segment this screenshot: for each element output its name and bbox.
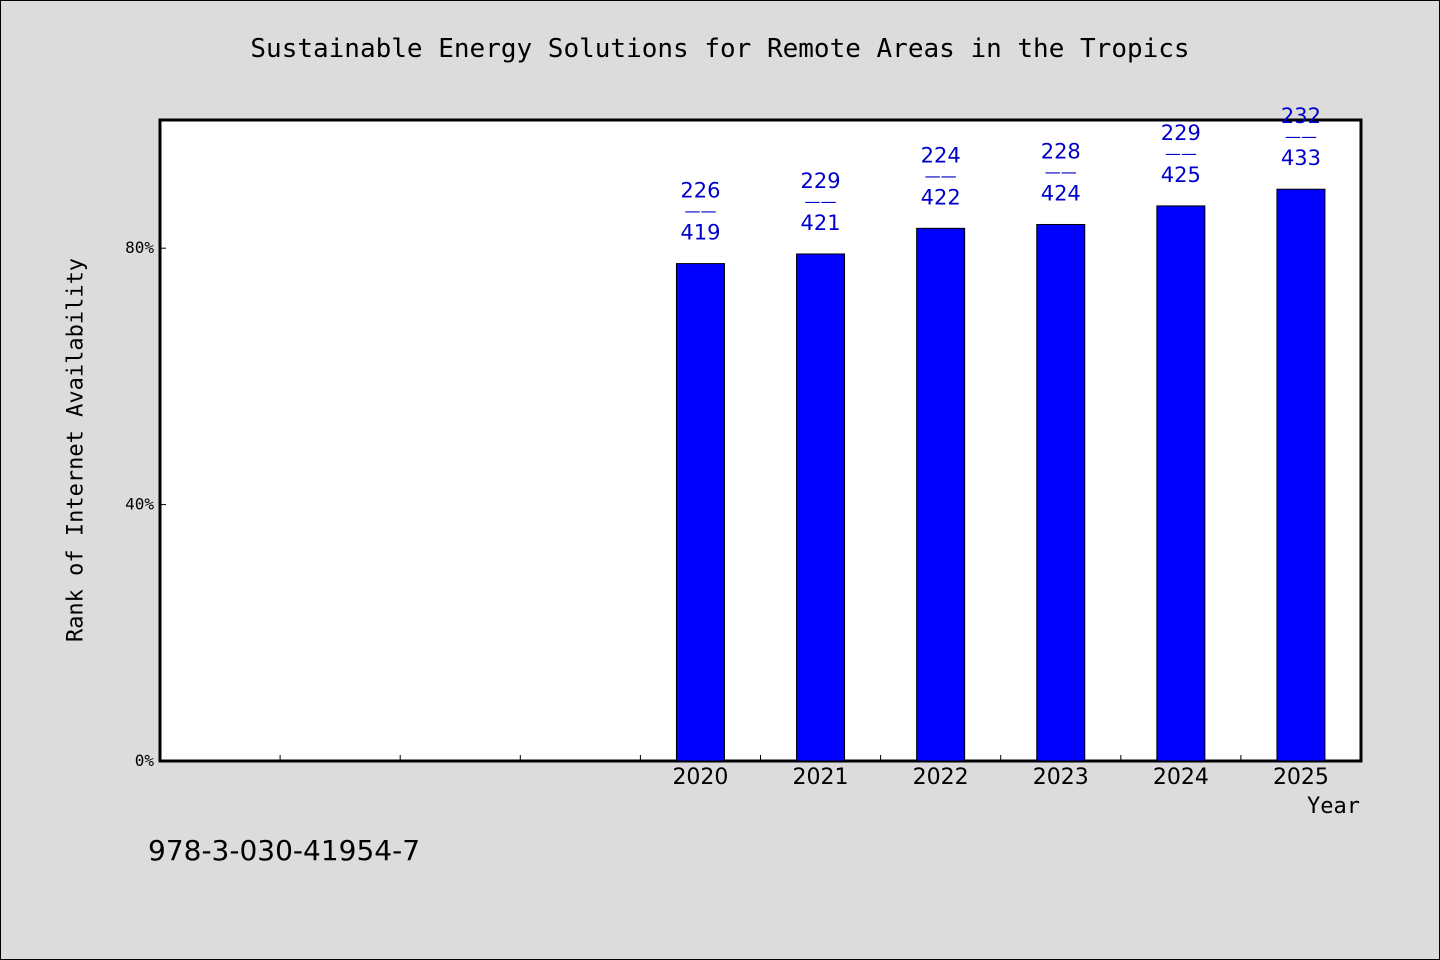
data-label-bottom: 424 (1041, 181, 1081, 205)
y-tick-label: 80% (125, 238, 154, 257)
data-label-bottom: 422 (921, 185, 961, 209)
data-label-top: 228 (1041, 139, 1081, 163)
data-label-bottom: 433 (1281, 146, 1321, 170)
bars-layer (675, 188, 1326, 762)
labels-layer: 0%40%80%226——4192020229——4212021224——422… (125, 104, 1329, 790)
x-axis-title: Year (1307, 794, 1360, 819)
bar-2022 (916, 227, 966, 762)
data-label-separator: —— (684, 202, 716, 221)
y-tick-label: 0% (135, 751, 155, 770)
data-label-top: 224 (921, 143, 961, 167)
data-label-separator: —— (805, 192, 837, 211)
y-axis-title: Rank of Internet Availability (63, 257, 89, 643)
data-label-separator: —— (1045, 162, 1077, 181)
data-label-bottom: 419 (680, 221, 720, 245)
x-tick-label: 2020 (672, 765, 728, 790)
bar-2025 (1276, 188, 1326, 762)
data-label-top: 226 (680, 179, 720, 203)
data-label-bottom: 421 (801, 211, 841, 235)
data-label-separator: —— (925, 166, 957, 185)
x-tick-label: 2022 (913, 765, 969, 790)
x-tick-label: 2021 (793, 765, 849, 790)
data-label-top: 229 (1161, 121, 1201, 145)
ticks-layer (160, 247, 1242, 762)
isbn-label: 978-3-030-41954-7 (148, 834, 421, 867)
data-label-separator: —— (1165, 144, 1197, 163)
x-tick-label: 2025 (1273, 765, 1329, 790)
x-tick-label: 2024 (1153, 765, 1209, 790)
data-label-bottom: 425 (1161, 163, 1201, 187)
bar-2023 (1036, 223, 1086, 762)
bar-2021 (796, 253, 846, 762)
bar-2024 (1156, 205, 1206, 762)
y-tick-label: 40% (125, 495, 154, 514)
data-label-separator: —— (1285, 127, 1317, 146)
x-tick-label: 2023 (1033, 765, 1089, 790)
chart-title: Sustainable Energy Solutions for Remote … (250, 34, 1190, 64)
bar-2020 (675, 263, 725, 762)
data-label-top: 229 (801, 169, 841, 193)
data-label-top: 232 (1281, 104, 1321, 128)
